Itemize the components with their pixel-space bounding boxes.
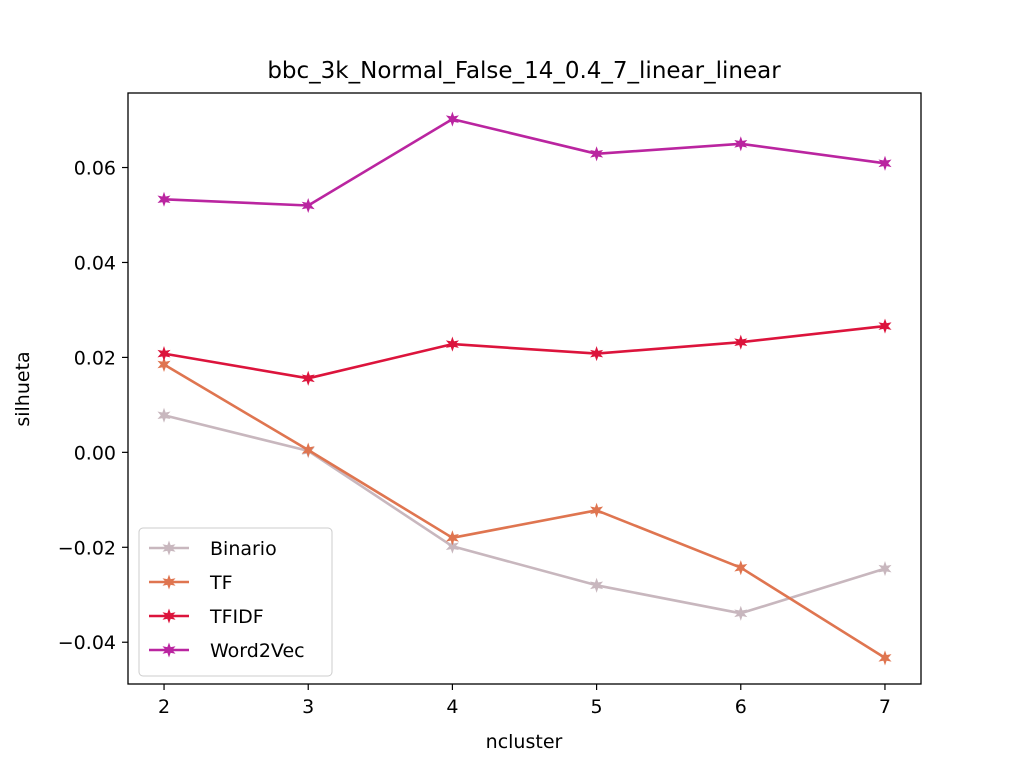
y-tick-label: 0.02	[74, 347, 116, 369]
data-point-tf	[301, 442, 315, 458]
series-layer	[157, 111, 892, 666]
y-tick-label: 0.06	[74, 158, 116, 180]
legend-label: Word2Vec	[210, 640, 305, 662]
x-tick-label: 3	[302, 696, 314, 718]
data-point-word2vec	[301, 197, 315, 214]
data-point-tf	[157, 356, 171, 373]
data-point-word2vec	[590, 146, 604, 162]
legend-swatch-marker	[162, 642, 176, 658]
y-tick-label: 0.00	[74, 442, 116, 464]
data-point-tfidf	[878, 318, 892, 334]
data-point-word2vec	[445, 111, 459, 127]
data-point-binario	[878, 561, 892, 577]
x-tick-label: 5	[591, 696, 603, 718]
series-word2vec	[157, 111, 892, 214]
data-point-tf	[734, 560, 748, 576]
legend-swatch-marker	[162, 574, 176, 590]
data-point-binario	[445, 538, 459, 554]
x-tick-label: 2	[158, 696, 170, 718]
data-point-binario	[590, 577, 604, 593]
data-point-binario	[734, 605, 748, 621]
x-axis-label: ncluster	[486, 731, 563, 753]
series-tf	[157, 356, 892, 666]
x-tick-label: 4	[446, 696, 458, 718]
series-line-tf	[163, 363, 886, 660]
data-point-word2vec	[734, 136, 748, 152]
data-point-word2vec	[157, 191, 171, 207]
data-point-tfidf	[734, 334, 748, 350]
y-tick-label: −0.04	[58, 632, 116, 654]
data-point-tfidf	[445, 336, 459, 352]
legend-swatch-marker	[162, 540, 176, 556]
data-point-binario	[157, 407, 171, 423]
legend-label: TFIDF	[209, 606, 264, 628]
legend-item-binario: Binario	[149, 538, 277, 560]
x-tick-label: 6	[735, 696, 747, 718]
data-point-tf	[878, 650, 892, 666]
series-tfidf	[157, 318, 892, 386]
legend: Binario TF TFIDF Word2Vec	[138, 527, 333, 677]
data-point-tf	[590, 502, 604, 518]
x-tick-label: 7	[879, 696, 891, 718]
x-axis: 2 3 4 5 6 7	[158, 684, 891, 718]
data-point-tfidf	[301, 370, 315, 386]
legend-box	[138, 527, 333, 677]
data-point-tf	[445, 530, 459, 546]
legend-item-tf: TF	[149, 572, 233, 594]
y-tick-label: 0.04	[74, 252, 116, 274]
data-point-word2vec	[878, 155, 892, 171]
plot-area-frame	[127, 92, 922, 685]
y-axis-label: silhueta	[12, 351, 34, 426]
chart-title: bbc_3k_Normal_False_14_0.4_7_linear_line…	[267, 58, 781, 84]
series-line-word2vec	[163, 117, 886, 207]
legend-swatch-marker	[162, 608, 176, 624]
y-axis: −0.04 −0.02 0.00 0.02 0.04 0.06	[58, 158, 128, 654]
series-line-tfidf	[163, 324, 886, 380]
legend-item-word2vec: Word2Vec	[149, 640, 305, 662]
data-point-tfidf	[590, 346, 604, 362]
legend-item-tfidf: TFIDF	[149, 606, 264, 628]
legend-label: Binario	[210, 538, 277, 560]
y-tick-label: −0.02	[58, 537, 116, 559]
series-line-binario	[163, 414, 886, 615]
legend-label: TF	[209, 572, 233, 594]
data-point-tfidf	[157, 346, 171, 362]
